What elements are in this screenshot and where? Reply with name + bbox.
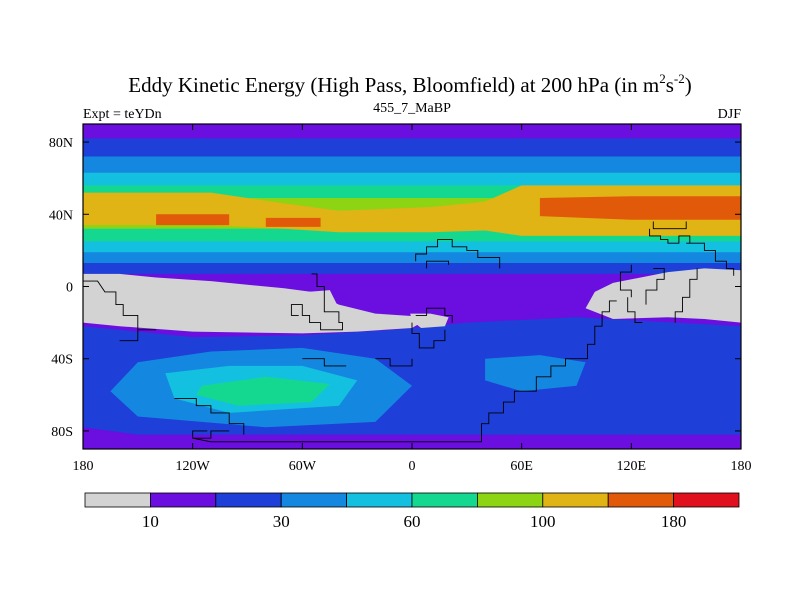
- band-level-3-8: [83, 252, 741, 264]
- colorbar-label-1: 30: [273, 512, 290, 531]
- colorbar-label-0: 10: [142, 512, 159, 531]
- region-level-5-8: [196, 376, 330, 406]
- coastlines: [83, 221, 735, 443]
- x-tick-label-0: 180: [73, 459, 94, 474]
- colorbar-box-3: [280, 492, 348, 508]
- coastline-12: [619, 264, 632, 298]
- colorbar-box-1: [149, 492, 217, 508]
- coastline-2: [290, 273, 343, 331]
- colorbar-label-2: 60: [404, 512, 421, 531]
- x-axis: 180 120W 60W 0 60E 120E 180: [73, 124, 752, 474]
- coastline-9: [649, 228, 691, 244]
- coastline-1: [119, 329, 157, 342]
- y-tick-label-4: 80S: [51, 425, 73, 440]
- map-area: [83, 124, 741, 449]
- subtitle-left: Expt = teYDn: [83, 107, 162, 122]
- colorbar-box-2: [215, 492, 282, 508]
- region-level-8-2: [265, 217, 321, 227]
- colorbar: 10 30 60 100 180: [84, 492, 740, 531]
- subtitle-center: 455_7_MaBP: [373, 101, 451, 116]
- region-level-0-11: [410, 313, 449, 328]
- coastline-13: [627, 297, 643, 324]
- coastline-11: [686, 242, 735, 276]
- coastline-3: [302, 358, 347, 367]
- coastline-17: [192, 430, 230, 439]
- band-level-2-1: [83, 138, 741, 157]
- y-tick-label-2: 0: [66, 281, 73, 296]
- band-level-1-0: [83, 124, 741, 139]
- colorbar-label-4: 180: [661, 512, 687, 531]
- colorbar-box-4: [346, 492, 413, 508]
- coastline-4: [375, 358, 413, 367]
- colorbar-box-6: [476, 492, 544, 508]
- colorbar-box-7: [542, 492, 609, 508]
- y-axis: 80N 40N 0 40S 80S: [49, 136, 741, 440]
- y-tick-label-1: 40N: [49, 208, 73, 223]
- y-tick-label-3: 40S: [51, 353, 73, 368]
- colorbar-box-9: [673, 492, 740, 508]
- coastline-8: [426, 260, 450, 269]
- coastline-14: [645, 267, 665, 305]
- region-level-0-12: [585, 268, 741, 323]
- coastline-6: [411, 322, 446, 349]
- chart-title: Eddy Kinetic Energy (High Pass, Bloomfie…: [128, 71, 692, 97]
- subtitle-right: DJF: [718, 107, 742, 122]
- coastline-0: [83, 280, 139, 330]
- band-level-2-9: [83, 263, 741, 275]
- coastline-18: [192, 358, 570, 443]
- coastline-15: [674, 268, 698, 323]
- x-tick-label-1: 120W: [176, 459, 211, 474]
- x-tick-label-2: 60W: [289, 459, 317, 474]
- coastline-7: [415, 239, 501, 269]
- colorbar-box-8: [607, 492, 675, 508]
- band-level-3-2: [83, 156, 741, 174]
- coastline-16: [174, 397, 245, 435]
- colorbar-box-0: [84, 492, 151, 508]
- x-tick-label-4: 60E: [510, 459, 533, 474]
- band-level-4-7: [83, 241, 741, 253]
- coastline-19: [569, 300, 617, 360]
- region-level-0-9: [83, 273, 431, 334]
- region-level-8-3: [539, 196, 741, 220]
- colorbar-box-5: [411, 492, 478, 508]
- region-level-3-6: [485, 355, 586, 392]
- coastline-10: [652, 221, 687, 230]
- region-level-8-1: [156, 214, 230, 226]
- colorbar-label-3: 100: [530, 512, 556, 531]
- region-level-0-10: [295, 290, 339, 309]
- x-tick-label-5: 120E: [617, 459, 647, 474]
- x-tick-label-3: 0: [409, 459, 416, 474]
- x-tick-label-6: 180: [731, 459, 752, 474]
- y-tick-label-0: 80N: [49, 136, 73, 151]
- coastline-5: [415, 307, 453, 323]
- band-level-4-3: [83, 172, 741, 186]
